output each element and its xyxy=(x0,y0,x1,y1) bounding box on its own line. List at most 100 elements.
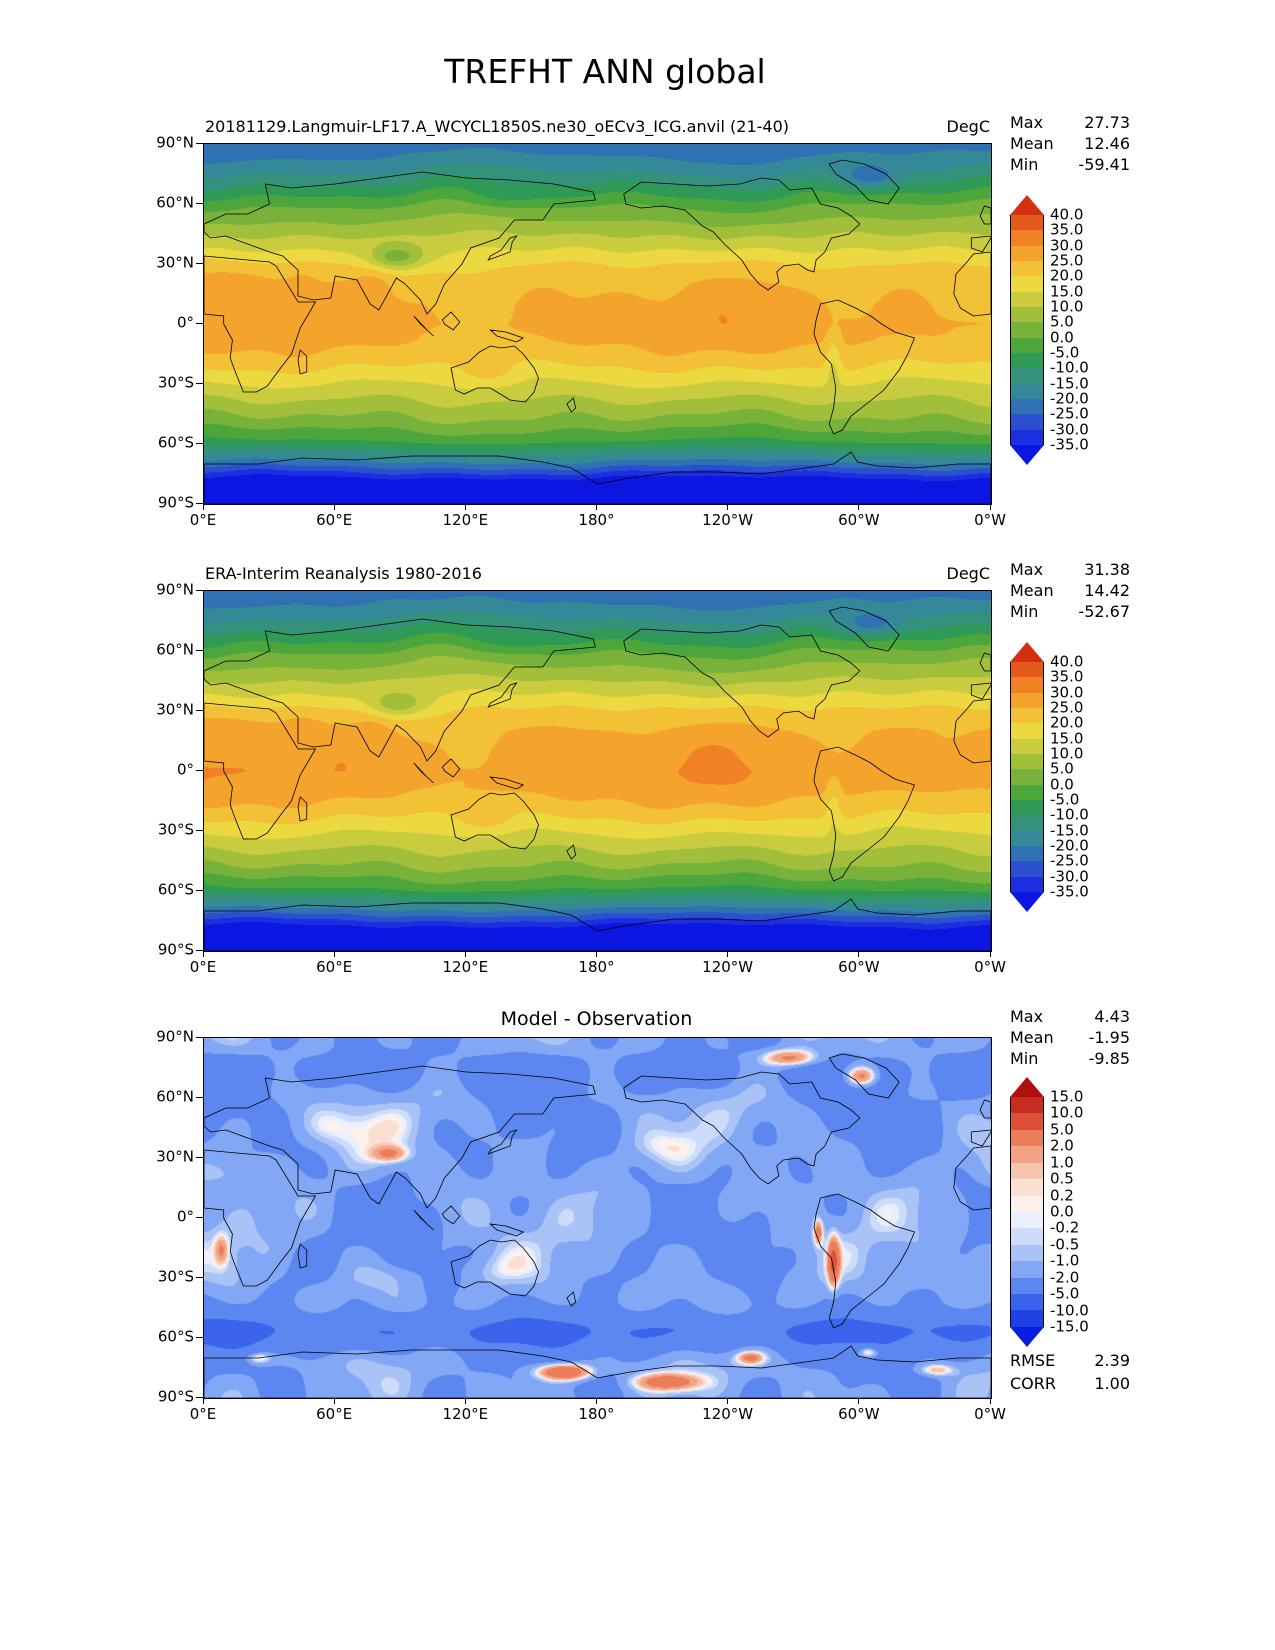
x-tick xyxy=(464,951,466,957)
x-tick xyxy=(727,951,729,957)
rmse-value: 2.39 xyxy=(1094,1351,1130,1370)
min-value: -59.41 xyxy=(1078,155,1130,174)
stat-row-min: Min -52.67 xyxy=(1010,601,1130,622)
x-tick xyxy=(202,951,204,957)
colorbar-tick-label: -10.0 xyxy=(1050,358,1089,377)
stat-row-mean: Mean 14.42 xyxy=(1010,580,1130,601)
y-tick-label: 90°N xyxy=(156,133,194,152)
colorbar-tick-label: 5.0 xyxy=(1050,312,1074,331)
colorbar-band xyxy=(1011,306,1043,323)
colorbar-tick-label: -10.0 xyxy=(1050,805,1089,824)
colorbar-band xyxy=(1011,845,1043,862)
colorbar-tick-label: 2.0 xyxy=(1050,1136,1074,1155)
y-tick-label: 90°N xyxy=(156,580,194,599)
y-tick-label: 90°N xyxy=(156,1027,194,1046)
x-tick xyxy=(858,1398,860,1404)
map-observation xyxy=(203,590,992,952)
y-tick-label: 30°S xyxy=(157,373,194,392)
difference-map-canvas xyxy=(204,1038,991,1398)
colorbar-band xyxy=(1011,723,1043,739)
colorbar-tick-label: -2.0 xyxy=(1050,1268,1080,1287)
stats-block: Max 4.43 Mean -1.95 Min -9.85 xyxy=(1010,1006,1130,1069)
y-tick xyxy=(196,830,203,831)
min-value: -52.67 xyxy=(1078,602,1130,621)
x-tick-label: 60°W xyxy=(838,958,880,976)
x-tick-label: 0°W xyxy=(974,511,1006,529)
max-label: Max xyxy=(1010,1007,1044,1026)
x-tick-label: 0°E xyxy=(189,511,217,529)
colorbar-tick-label: 10.0 xyxy=(1050,744,1084,763)
colorbar-band xyxy=(1011,769,1043,785)
colorbar-tick-label: -5.0 xyxy=(1050,1284,1080,1303)
colorbar-tick-label: 15.0 xyxy=(1050,1087,1084,1106)
temperature-map-canvas xyxy=(204,591,991,951)
colorbar-band xyxy=(1011,1261,1043,1278)
y-tick xyxy=(196,143,203,144)
colorbar-tick-label: 10.0 xyxy=(1050,297,1084,316)
y-tick-label: 90°S xyxy=(157,1387,194,1406)
colorbar-band xyxy=(1011,1129,1043,1147)
colorbar-bands xyxy=(1010,1097,1044,1327)
colorbar-tick-label: 1.0 xyxy=(1050,1153,1074,1172)
y-tick-label: 60°N xyxy=(156,640,194,659)
y-tick xyxy=(196,443,203,444)
colorbar-band xyxy=(1011,230,1043,246)
mean-label: Mean xyxy=(1010,134,1054,153)
colorbar-tick-label: 0.2 xyxy=(1050,1186,1074,1205)
stats-block: Max 27.73 Mean 12.46 Min -59.41 xyxy=(1010,112,1130,175)
x-tick-label: 120°E xyxy=(442,511,489,529)
x-tick-label: 60°W xyxy=(838,511,880,529)
x-tick xyxy=(464,1398,466,1404)
y-tick xyxy=(196,710,203,711)
x-tick xyxy=(202,504,204,510)
colorbar-tick-label: 0.0 xyxy=(1050,1202,1074,1221)
colorbar-tick-labels: 40.0 35.0 30.0 25.0 20.0 15.0 10.0 5.0 0.0 -5.0 -1… xyxy=(1050,207,1120,452)
y-tick xyxy=(196,263,203,264)
y-tick-label: 60°S xyxy=(157,433,194,452)
colorbar-tick-label: 15.0 xyxy=(1050,729,1084,748)
y-tick-label: 0° xyxy=(176,313,194,332)
colorbar-tick-label: -5.0 xyxy=(1050,343,1080,362)
colorbar-bands xyxy=(1010,215,1044,445)
colorbar-band xyxy=(1011,383,1043,399)
x-tick-label: 120°W xyxy=(702,511,754,529)
x-tick-label: 0°E xyxy=(189,1405,217,1423)
colorbar-band xyxy=(1011,692,1043,708)
colorbar-band xyxy=(1011,1277,1043,1295)
y-tick xyxy=(196,1217,203,1218)
colorbar-tick-label: 20.0 xyxy=(1050,266,1084,285)
colorbar-band xyxy=(1011,414,1043,430)
colorbar-tick-labels: 15.0 10.0 5.0 2.0 1.0 0.5 0.2 0.0 -0.2 -0.5 -1.0 -2… xyxy=(1050,1089,1120,1334)
max-value: 27.73 xyxy=(1084,113,1130,132)
y-tick-label: 90°S xyxy=(157,493,194,512)
y-tick xyxy=(196,203,203,204)
colorbar-tick-label: 5.0 xyxy=(1050,1120,1074,1139)
colorbar-band xyxy=(1011,830,1043,846)
map-model xyxy=(203,143,992,505)
x-tick xyxy=(727,1398,729,1404)
x-tick xyxy=(858,951,860,957)
max-label: Max xyxy=(1010,113,1044,132)
x-tick xyxy=(464,504,466,510)
colorbar-tick-label: 0.5 xyxy=(1050,1169,1074,1188)
x-tick xyxy=(596,951,597,957)
colorbar-band xyxy=(1011,861,1043,877)
colorbar-band xyxy=(1011,215,1043,231)
colorbar-tick-labels: 40.0 35.0 30.0 25.0 20.0 15.0 10.0 5.0 0.0 -5.0 -1… xyxy=(1050,654,1120,899)
x-tick-label: 120°W xyxy=(702,958,754,976)
colorbar-extend-min xyxy=(1010,445,1044,465)
y-tick-label: 60°S xyxy=(157,1327,194,1346)
y-tick-label: 0° xyxy=(176,760,194,779)
colorbar-tick-label: -5.0 xyxy=(1050,790,1080,809)
y-tick-label: 30°N xyxy=(156,700,194,719)
x-tick xyxy=(989,504,991,510)
y-tick xyxy=(196,950,203,951)
x-tick-label: 0°E xyxy=(189,958,217,976)
x-tick xyxy=(333,951,335,957)
colorbar-band xyxy=(1011,1195,1043,1212)
colorbar-tick-label: -15.0 xyxy=(1050,374,1089,393)
colorbar-tick-label: 40.0 xyxy=(1050,652,1084,671)
map-difference xyxy=(203,1037,992,1399)
colorbar-band xyxy=(1011,753,1043,770)
